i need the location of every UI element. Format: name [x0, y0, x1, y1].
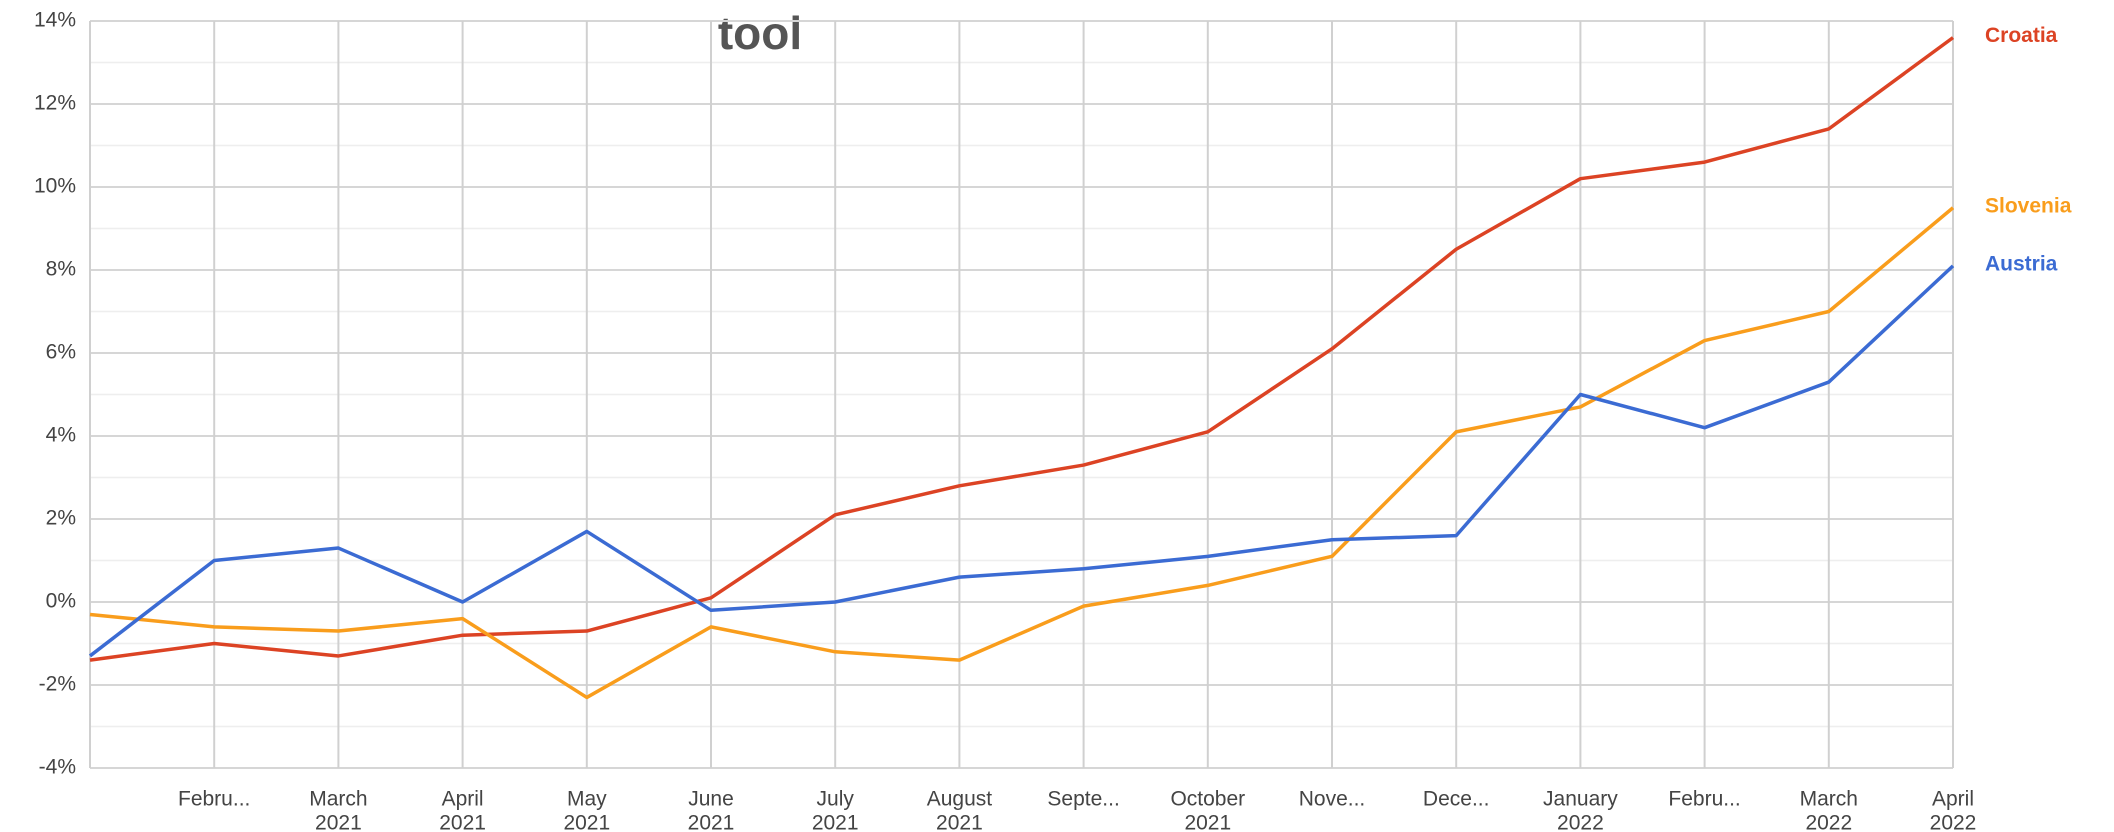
legend-label: Austria: [1985, 252, 2058, 275]
series-line: [89, 36, 1955, 662]
series-line: [89, 206, 1955, 700]
x-tick-label: 2021: [688, 812, 735, 832]
x-tick-label: 2021: [812, 812, 859, 832]
x-tick-label: January: [1543, 788, 1618, 811]
y-tick-label: 0%: [46, 590, 76, 613]
y-tick-label: 4%: [46, 424, 76, 447]
y-tick-label: 8%: [46, 258, 76, 281]
x-tick-label: 2021: [315, 812, 362, 832]
chart-title: tool: [718, 7, 802, 59]
x-tick-label: Septe...: [1047, 788, 1119, 811]
x-tick-label: 2021: [1184, 812, 1231, 832]
y-tick-label: 10%: [34, 175, 76, 198]
x-tick-label: Dece...: [1423, 788, 1490, 811]
x-tick-label: 2021: [936, 812, 983, 832]
y-tick-label: 2%: [46, 507, 76, 530]
x-tick-label: March: [309, 788, 367, 811]
x-tick-label: August: [927, 788, 993, 811]
y-tick-label: 12%: [34, 92, 76, 115]
x-tick-label: July: [817, 788, 855, 811]
x-tick-label: 2021: [563, 812, 610, 832]
legend-label: Croatia: [1985, 24, 2058, 47]
legend-label: Slovenia: [1985, 194, 2072, 217]
x-tick-label: April: [1932, 788, 1974, 811]
x-tick-label: 2022: [1805, 812, 1852, 832]
x-tick-label: Febru...: [1668, 788, 1740, 811]
y-tick-label: 6%: [46, 341, 76, 364]
x-tick-label: May: [567, 788, 607, 811]
x-tick-label: October: [1170, 788, 1245, 811]
x-tick-label: 2022: [1930, 812, 1977, 832]
x-tick-label: April: [442, 788, 484, 811]
y-tick-label: 14%: [34, 9, 76, 32]
x-tick-label: 2022: [1557, 812, 1604, 832]
x-tick-label: Nove...: [1299, 788, 1366, 811]
x-tick-label: 2021: [439, 812, 486, 832]
y-tick-label: -4%: [39, 756, 76, 779]
series-line: [88, 264, 1955, 658]
y-tick-label: -2%: [39, 673, 76, 696]
x-tick-label: June: [688, 788, 734, 811]
x-tick-label: March: [1800, 788, 1858, 811]
x-tick-label: Febru...: [178, 788, 250, 811]
